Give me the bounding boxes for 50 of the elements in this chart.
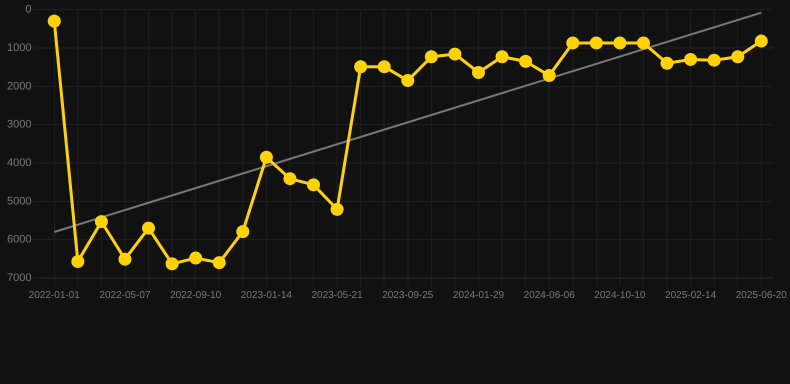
point [424, 50, 438, 64]
x-tick-label: 2023-05-21 [311, 290, 364, 301]
x-tick-label: 2025-06-20 [736, 290, 788, 301]
x-tick-label: 2024-06-06 [524, 290, 576, 301]
point [283, 172, 296, 186]
point [566, 36, 580, 50]
point [166, 257, 179, 270]
y-tick-label: 6000 [6, 234, 32, 246]
point [236, 225, 250, 238]
y-tick-label: 7000 [6, 272, 32, 284]
y-tick-label: 1000 [6, 42, 32, 54]
point [260, 150, 273, 164]
point [590, 36, 603, 50]
point [731, 50, 744, 64]
point [189, 252, 202, 265]
point [330, 202, 344, 216]
point [354, 60, 368, 74]
point [307, 178, 320, 192]
x-tick-label: 2024-01-29 [452, 290, 504, 301]
point [142, 222, 156, 235]
point [118, 252, 132, 266]
y-tick-label: 2000 [6, 80, 32, 92]
point [542, 69, 556, 82]
point [94, 215, 108, 228]
point [71, 255, 84, 268]
y-tick-label: 0 [25, 4, 32, 16]
point [754, 34, 768, 48]
x-tick-label: 2023-09-25 [382, 290, 434, 301]
point [48, 14, 61, 28]
y-tick-label: 5000 [6, 195, 32, 208]
y-tick-label: 3000 [6, 118, 32, 131]
point [496, 50, 509, 64]
point [613, 36, 626, 50]
point [519, 54, 532, 68]
y-tick-label: 4000 [6, 157, 32, 170]
point [212, 256, 226, 270]
point [708, 54, 721, 67]
x-tick-label: 2022-01-01 [28, 290, 80, 301]
point [378, 60, 391, 74]
point [401, 74, 414, 88]
x-tick-label: 2022-09-10 [170, 290, 222, 301]
point [660, 56, 674, 70]
point [636, 36, 650, 50]
point [472, 66, 485, 79]
x-tick-label: 2023-01-14 [240, 290, 292, 301]
point [448, 48, 462, 61]
x-tick-label: 2024-10-10 [594, 290, 646, 301]
point [684, 52, 698, 66]
x-tick-label: 2022-05-07 [99, 290, 151, 301]
x-tick-label: 2025-02-14 [665, 290, 717, 301]
